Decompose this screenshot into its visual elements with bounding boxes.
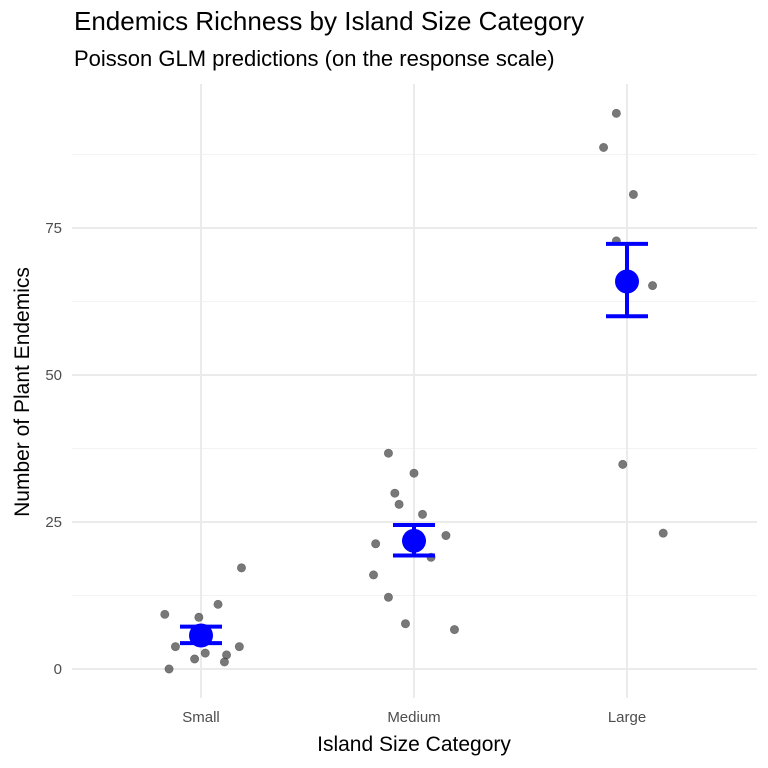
grid-lines (72, 84, 757, 698)
observation-point (599, 142, 609, 152)
observation-point (200, 648, 210, 658)
observation-point (648, 281, 658, 291)
observation-point (418, 509, 428, 519)
x-tick-label: Small (182, 709, 220, 726)
y-axis-title: Number of Plant Endemics (11, 267, 34, 517)
x-axis-ticks: Small Medium Large (182, 709, 646, 726)
observation-point (383, 448, 393, 458)
observation-point (611, 108, 621, 118)
y-tick-label: 25 (45, 514, 62, 531)
observation-point (449, 625, 459, 635)
y-tick-label: 75 (45, 220, 62, 237)
observation-point (164, 664, 174, 674)
observation-point (390, 488, 400, 498)
predicted-mean-point (615, 269, 639, 294)
observation-point (369, 570, 379, 580)
observation-point (190, 654, 200, 664)
observation-point (371, 539, 381, 549)
y-tick-label: 50 (45, 367, 62, 384)
chart-title: Endemics Richness by Island Size Categor… (74, 6, 585, 36)
x-axis-title: Island Size Category (317, 733, 511, 756)
observation-point (400, 619, 410, 629)
observation-point (194, 612, 204, 622)
observation-point (658, 528, 668, 538)
chart-subtitle: Poisson GLM predictions (on the response… (74, 46, 555, 71)
observation-point (170, 642, 180, 652)
observation-point (222, 650, 232, 660)
observation-point (441, 531, 451, 541)
predicted-mean-point (402, 528, 426, 553)
observation-points (160, 108, 668, 674)
x-tick-label: Large (608, 709, 646, 726)
observation-point (236, 563, 246, 573)
observation-point (160, 609, 170, 619)
observation-point (383, 592, 393, 602)
predicted-mean-point (189, 623, 213, 648)
x-tick-label: Medium (387, 709, 440, 726)
y-axis-ticks: 0 25 50 75 (45, 220, 62, 678)
prediction-markers (180, 241, 648, 648)
observation-point (628, 189, 638, 199)
observation-point (234, 642, 244, 652)
y-tick-label: 0 (54, 661, 62, 678)
observation-point (394, 499, 404, 509)
observation-point (618, 459, 628, 469)
observation-point (213, 599, 223, 609)
observation-point (409, 468, 419, 478)
